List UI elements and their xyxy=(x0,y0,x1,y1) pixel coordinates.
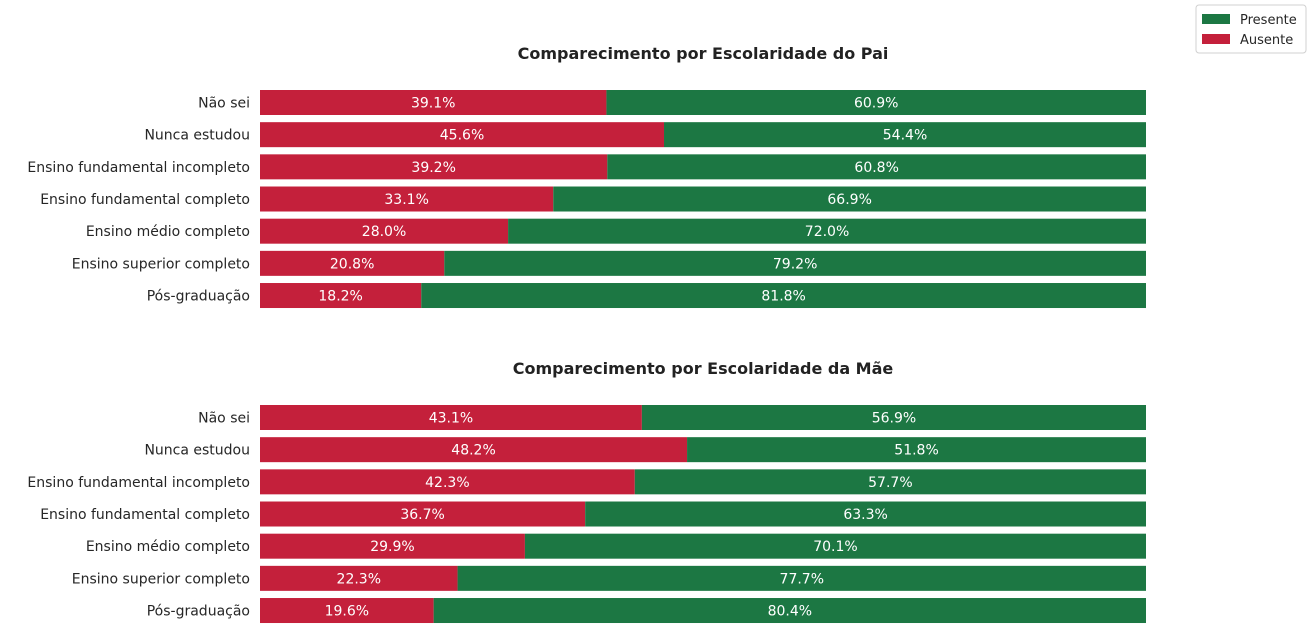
value-label-ausente: 28.0% xyxy=(362,224,406,240)
bar-row: Ensino fundamental incompleto 42.3% 57.7% xyxy=(27,469,1146,495)
category-label: Nunca estudou xyxy=(144,128,250,144)
value-label-ausente: 39.2% xyxy=(411,160,455,176)
bar-ausente xyxy=(260,533,525,559)
bar-ausente xyxy=(260,283,422,309)
value-label-presente: 60.8% xyxy=(854,160,898,176)
value-label-presente: 54.4% xyxy=(883,128,927,144)
bar-presente xyxy=(634,469,1146,495)
value-label-ausente: 45.6% xyxy=(440,128,484,144)
category-label: Pós-graduação xyxy=(147,289,250,305)
bar-presente xyxy=(641,405,1146,430)
chart-title: Comparecimento por Escolaridade do Pai xyxy=(518,44,889,63)
category-label: Ensino superior completo xyxy=(72,256,250,272)
bar-presente xyxy=(433,598,1146,624)
bar-row: Ensino superior completo 20.8% 79.2% xyxy=(72,250,1147,276)
bar-row: Nunca estudou 48.2% 51.8% xyxy=(144,437,1146,463)
value-label-ausente: 22.3% xyxy=(337,571,381,587)
value-label-presente: 70.1% xyxy=(813,539,857,555)
category-label: Ensino superior completo xyxy=(72,571,250,587)
bar-ausente xyxy=(260,122,665,148)
bar-ausente xyxy=(260,250,445,276)
value-label-ausente: 20.8% xyxy=(330,256,374,272)
value-label-presente: 63.3% xyxy=(843,507,887,523)
legend-swatch-presente xyxy=(1202,14,1230,24)
category-label: Não sei xyxy=(198,411,250,427)
bar-presente xyxy=(585,501,1146,527)
bar-row: Pós-graduação 18.2% 81.8% xyxy=(147,283,1146,309)
category-label: Não sei xyxy=(198,96,250,112)
value-label-presente: 66.9% xyxy=(827,192,871,208)
value-label-ausente: 18.2% xyxy=(318,289,362,305)
category-label: Nunca estudou xyxy=(144,443,250,459)
bar-row: Ensino médio completo 29.9% 70.1% xyxy=(86,533,1146,559)
bar-ausente xyxy=(260,405,642,430)
legend-label-ausente: Ausente xyxy=(1240,33,1293,48)
bar-presente xyxy=(607,154,1146,180)
bar-row: Ensino médio completo 28.0% 72.0% xyxy=(86,218,1147,244)
category-label: Pós-graduação xyxy=(147,604,250,620)
bar-ausente xyxy=(260,501,586,527)
bar-presente xyxy=(687,437,1146,463)
value-label-presente: 81.8% xyxy=(761,289,805,305)
category-label: Ensino médio completo xyxy=(86,539,250,555)
value-label-ausente: 36.7% xyxy=(400,507,444,523)
value-label-presente: 60.9% xyxy=(854,96,898,112)
bar-presente xyxy=(457,565,1146,591)
bar-row: Não sei 43.1% 56.9% xyxy=(198,405,1146,430)
value-label-ausente: 43.1% xyxy=(429,411,473,427)
bar-presente xyxy=(553,186,1146,212)
value-label-ausente: 42.3% xyxy=(425,475,469,491)
category-label: Ensino fundamental completo xyxy=(40,507,250,523)
bar-row: Ensino fundamental completo 36.7% 63.3% xyxy=(40,501,1146,527)
legend-label-presente: Presente xyxy=(1240,13,1297,28)
bar-ausente xyxy=(260,218,509,244)
bar-ausente xyxy=(260,469,635,495)
value-label-ausente: 29.9% xyxy=(370,539,414,555)
value-label-ausente: 48.2% xyxy=(451,443,495,459)
bar-ausente xyxy=(260,598,434,624)
bar-presente xyxy=(606,90,1146,115)
bar-ausente xyxy=(260,186,554,212)
value-label-ausente: 19.6% xyxy=(325,604,369,620)
bar-row: Ensino superior completo 22.3% 77.7% xyxy=(72,565,1146,591)
value-label-ausente: 33.1% xyxy=(384,192,428,208)
chart-panel-2: Comparecimento por Escolaridade da Mãe Nã… xyxy=(27,359,1146,624)
legend-swatch-ausente xyxy=(1202,34,1230,44)
bar-row: Ensino fundamental incompleto 39.2% 60.8% xyxy=(27,154,1146,180)
bar-presente xyxy=(508,218,1147,244)
value-label-presente: 57.7% xyxy=(868,475,912,491)
value-label-presente: 77.7% xyxy=(780,571,824,587)
value-label-presente: 56.9% xyxy=(872,411,916,427)
bar-presente xyxy=(444,250,1147,276)
value-label-presente: 80.4% xyxy=(768,604,812,620)
bar-ausente xyxy=(260,437,688,463)
category-label: Ensino fundamental incompleto xyxy=(27,160,250,176)
value-label-ausente: 39.1% xyxy=(411,96,455,112)
bar-ausente xyxy=(260,90,607,115)
value-label-presente: 72.0% xyxy=(805,224,849,240)
chart-panel-1: Comparecimento por Escolaridade do Pai Nã… xyxy=(27,44,1147,309)
category-label: Ensino fundamental incompleto xyxy=(27,475,250,491)
category-label: Ensino fundamental completo xyxy=(40,192,250,208)
bar-row: Não sei 39.1% 60.9% xyxy=(198,90,1146,115)
bar-ausente xyxy=(260,565,458,591)
bar-row: Pós-graduação 19.6% 80.4% xyxy=(147,598,1146,624)
chart-panels: Comparecimento por Escolaridade do Pai Nã… xyxy=(27,44,1147,624)
bar-row: Ensino fundamental completo 33.1% 66.9% xyxy=(40,186,1146,212)
bar-presente xyxy=(421,283,1146,309)
bar-presente xyxy=(664,122,1146,148)
value-label-presente: 79.2% xyxy=(773,256,817,272)
chart-title: Comparecimento por Escolaridade da Mãe xyxy=(513,359,894,378)
bar-row: Nunca estudou 45.6% 54.4% xyxy=(144,122,1146,148)
value-label-presente: 51.8% xyxy=(894,443,938,459)
legend: Presente Ausente xyxy=(1195,4,1307,54)
category-label: Ensino médio completo xyxy=(86,224,250,240)
bar-ausente xyxy=(260,154,608,180)
bar-presente xyxy=(524,533,1146,559)
